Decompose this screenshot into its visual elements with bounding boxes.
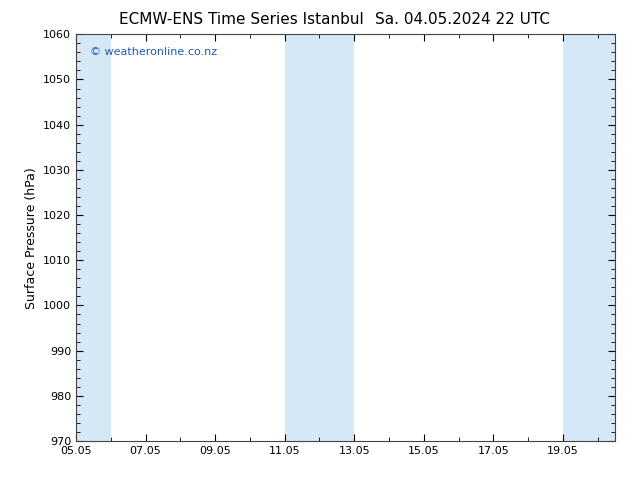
Bar [285, 34, 354, 441]
Bar [76, 34, 111, 441]
Text: ECMW-ENS Time Series Istanbul: ECMW-ENS Time Series Istanbul [119, 12, 363, 27]
Y-axis label: Surface Pressure (hPa): Surface Pressure (hPa) [25, 167, 37, 309]
Text: Sa. 04.05.2024 22 UTC: Sa. 04.05.2024 22 UTC [375, 12, 550, 27]
Text: © weatheronline.co.nz: © weatheronline.co.nz [89, 47, 217, 56]
Bar [563, 34, 615, 441]
